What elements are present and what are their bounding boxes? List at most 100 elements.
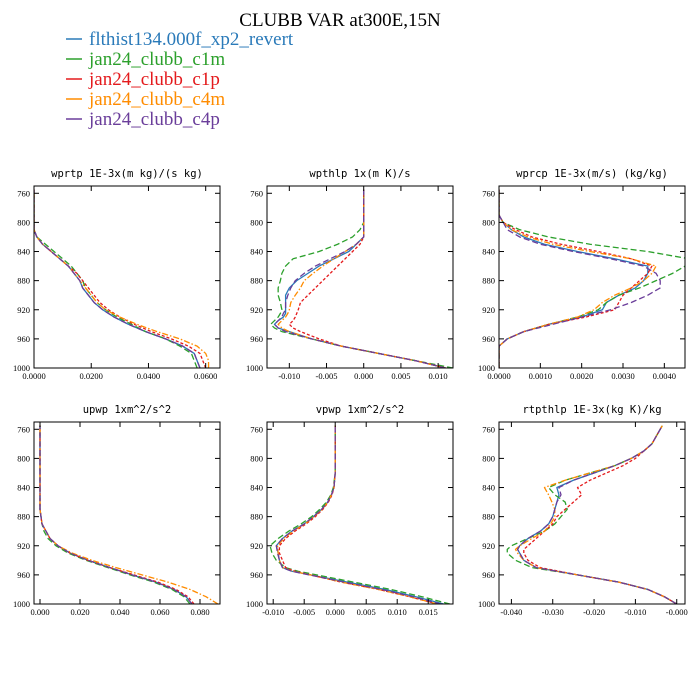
y-tick-label: 1000 (478, 599, 495, 609)
series-line (39, 425, 195, 604)
y-tick-label: 800 (17, 453, 30, 463)
y-tick-label: 840 (482, 483, 495, 493)
legend-item: jan24_clubb_c1p (66, 69, 220, 90)
y-tick-label: 1000 (13, 363, 30, 373)
series-line (516, 425, 678, 604)
y-tick-label: 1000 (478, 363, 495, 373)
legend-label: jan24_clubb_c4m (88, 89, 225, 110)
x-tick-label: 0.0400 (137, 371, 160, 381)
plot-frame (498, 421, 686, 605)
legend-item: jan24_clubb_c4p (66, 109, 220, 130)
x-tick-label: 0.015 (419, 607, 438, 617)
panel: rtpthlp 1E-3x(kg K)/kg 760 800 840 880 920 960… (478, 404, 688, 617)
series-group (39, 425, 219, 604)
y-tick-label: 760 (482, 188, 495, 198)
y-tick-label: 840 (250, 483, 263, 493)
series-line (514, 425, 678, 604)
series-line (273, 189, 446, 368)
panel-title: rtpthlp 1E-3x(kg K)/kg (522, 404, 661, 416)
x-tick-label: 0.000 (354, 371, 373, 381)
x-tick-label: 0.080 (190, 607, 209, 617)
y-tick-label: 880 (482, 512, 495, 522)
y-tick-label: 920 (17, 541, 30, 551)
x-tick-label: -0.010 (262, 607, 284, 617)
series-line (499, 189, 661, 368)
y-tick-label: 800 (250, 217, 263, 227)
legend-item: flthist134.000f_xp2_revert (66, 29, 294, 50)
legend-label: jan24_clubb_c4p (88, 109, 220, 130)
x-tick-label: -0.005 (316, 371, 338, 381)
x-tick-label: 0.060 (150, 607, 169, 617)
x-tick-label: 0.0040 (653, 371, 676, 381)
y-tick-label: 840 (482, 247, 495, 257)
x-tick-label: 0.000 (30, 607, 49, 617)
series-group (269, 425, 451, 604)
x-tick-label: 0.0200 (80, 371, 103, 381)
x-tick-label: -0.040 (500, 607, 522, 617)
series-line (278, 425, 438, 604)
legend: flthist134.000f_xp2_revertjan24_clubb_c1… (66, 29, 294, 130)
y-tick-label: 800 (17, 217, 30, 227)
y-tick-label: 840 (250, 247, 263, 257)
series-line (499, 189, 653, 368)
series-group (506, 425, 678, 604)
series-line (516, 425, 678, 604)
y-tick-label: 760 (17, 188, 30, 198)
plot-frame (266, 421, 454, 605)
plot-frame (498, 185, 686, 369)
panel-title: vpwp 1xm^2/s^2 (316, 404, 405, 416)
y-tick-label: 960 (17, 334, 30, 344)
series-line (277, 189, 446, 368)
panel-title: wprcp 1E-3x(m/s) (kg/kg) (516, 168, 668, 180)
x-tick-label: 0.0000 (22, 371, 45, 381)
series-line (499, 189, 649, 368)
series-line (34, 189, 207, 368)
x-tick-label: -0.005 (293, 607, 315, 617)
panel: wprtp 1E-3x(m kg)/(s kg) 760 800 840 880 920 9… (13, 168, 221, 381)
panel: upwp 1xm^2/s^2 760 800 840 880 920 960 10000.00… (13, 404, 221, 617)
panel: wprcp 1E-3x(m/s) (kg/kg) 760 800 840 880 920 9… (478, 168, 686, 381)
y-tick-label: 920 (17, 305, 30, 315)
x-tick-label: 0.0030 (611, 371, 634, 381)
legend-label: jan24_clubb_c1p (88, 69, 220, 90)
y-tick-label: 880 (17, 512, 30, 522)
x-tick-label: -0.020 (583, 607, 605, 617)
y-tick-label: 960 (250, 334, 263, 344)
x-tick-label: 0.010 (388, 607, 407, 617)
series-line (275, 425, 441, 604)
legend-item: jan24_clubb_c1m (66, 49, 225, 70)
y-tick-label: 920 (250, 541, 263, 551)
y-tick-label: 1000 (246, 363, 263, 373)
panel-title: wpthlp 1x(m K)/s (309, 168, 410, 180)
series-line (39, 425, 219, 604)
x-tick-label: 0.040 (110, 607, 129, 617)
y-tick-label: 760 (250, 424, 263, 434)
series-line (499, 189, 685, 368)
figure-title: CLUBB VAR at300E,15N (239, 10, 441, 31)
series-line (275, 425, 444, 604)
y-tick-label: 960 (17, 570, 30, 580)
series-group (270, 189, 453, 368)
y-tick-label: 760 (17, 424, 30, 434)
series-line (34, 189, 210, 368)
series-line (34, 189, 201, 368)
series-line (39, 425, 193, 604)
panel: wpthlp 1x(m K)/s 760 800 840 880 920 960 1000 -0… (246, 168, 454, 381)
y-tick-label: 1000 (13, 599, 30, 609)
panel: vpwp 1xm^2/s^27608008408809209601000-0.0… (246, 404, 454, 617)
y-tick-label: 960 (250, 570, 263, 580)
panel-title: upwp 1xm^2/s^2 (83, 404, 172, 416)
y-tick-label: 960 (482, 334, 495, 344)
series-line (288, 189, 446, 368)
series-line (523, 425, 678, 604)
y-tick-label: 960 (482, 570, 495, 580)
plot-frame (33, 185, 221, 369)
y-tick-label: 880 (482, 276, 495, 286)
x-tick-label: -0.010 (278, 371, 300, 381)
y-tick-label: 840 (17, 483, 30, 493)
y-tick-label: 840 (17, 247, 30, 257)
legend-item: jan24_clubb_c4m (66, 89, 225, 110)
legend-label: jan24_clubb_c1m (88, 49, 225, 70)
x-tick-label: 0.005 (391, 371, 410, 381)
y-tick-label: 760 (482, 424, 495, 434)
